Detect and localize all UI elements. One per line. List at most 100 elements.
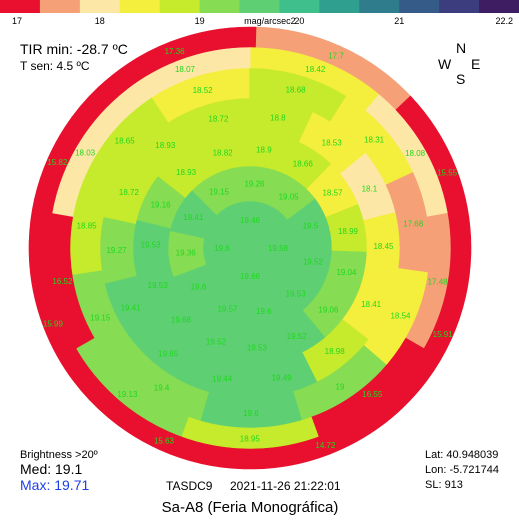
sky-cell-value: 19.6 [256, 307, 272, 316]
colorbar-tick-label: 18 [95, 16, 105, 26]
median-value: Med: 19.1 [20, 461, 83, 477]
sky-cell-value: 18.52 [193, 86, 214, 95]
colorbar-tick-label: 21 [394, 16, 404, 26]
sky-cell-value: 19.15 [209, 187, 230, 196]
colorbar-tick-label: 19 [195, 16, 205, 26]
sky-cell-value: 19.41 [121, 304, 142, 313]
sky-cell-value: 19.6 [214, 244, 230, 253]
sky-cell-value: 19.44 [212, 375, 233, 384]
colorbar-tick-label: 20 [294, 16, 304, 26]
sky-cell-value: 15.82 [47, 158, 68, 167]
sky-cell-value: 15.55 [437, 169, 458, 178]
sky-cell-value: 19.53 [286, 290, 307, 299]
sky-cell-value: 18.41 [361, 300, 382, 309]
compass-north: N [456, 40, 467, 56]
colorbar-swatch [359, 0, 400, 13]
sky-cell-value: 19.53 [247, 343, 268, 352]
sky-cell-value: 18.03 [75, 149, 96, 158]
sky-cell-value: 18.99 [338, 227, 359, 236]
sky-cell-value: 18.98 [325, 347, 346, 356]
sky-cell-value: 18.82 [213, 148, 234, 157]
sky-cell-value: 18.54 [390, 312, 411, 321]
compass-west: W [438, 56, 452, 72]
sky-cell-value: 19.66 [240, 272, 261, 281]
colorbar-swatch [439, 0, 480, 13]
colorbar-swatch [0, 0, 41, 13]
sky-cell-value: 18.1 [362, 184, 378, 193]
sky-cell-value: 18.65 [115, 137, 136, 146]
sky-cell-value: 19.13 [117, 390, 138, 399]
colorbar-swatch [199, 0, 241, 13]
sky-cell-value: 19.4 [154, 383, 170, 392]
sky-cell-value: 18.72 [119, 188, 140, 197]
sky-cell-value: 18.53 [322, 138, 343, 147]
sky-cell-value: 15.63 [154, 437, 175, 446]
brightness-threshold-label: Brightness >20º [20, 449, 98, 461]
sky-cell-value: 19.65 [158, 350, 179, 359]
sky-cell-value: 17.68 [403, 220, 424, 229]
colorbar-tick-label: 17 [12, 16, 22, 26]
sky-cell-value: 18.42 [305, 65, 326, 74]
sky-cell-value: 19.46 [240, 216, 261, 225]
sky-cell-value: 19.05 [279, 192, 300, 201]
sky-cell-value: 19.53 [141, 241, 162, 250]
sky-cell-value: 18.31 [364, 135, 385, 144]
sky-cell-value: 19.52 [303, 258, 324, 267]
sky-cell-value: 19.16 [151, 200, 172, 209]
colorbar: 17 18 19 20 21 22.2 mag/arcsec2 [0, 0, 519, 26]
sky-cell-value: 16.55 [362, 390, 383, 399]
sky-cell-value: 19.52 [287, 332, 308, 341]
sky-cell-value: 18.66 [293, 160, 314, 169]
sky-cell-value: 18.8 [270, 113, 286, 122]
colorbar-swatch [319, 0, 360, 13]
sky-cell-value: 18.85 [77, 221, 98, 230]
colorbar-swatch [239, 0, 280, 13]
timestamp: 2021-11-26 21:22:01 [230, 479, 341, 493]
sky-cell-value: 15.91 [433, 330, 454, 339]
colorbar-swatch [479, 0, 519, 13]
sky-cell-value: 19.27 [106, 246, 127, 255]
sky-cell-value: 19.52 [206, 338, 227, 347]
sky-cell-value: 19.04 [336, 268, 357, 277]
sky-cell-value: 19.5 [303, 221, 319, 230]
latitude: Lat: 40.948039 [425, 449, 499, 461]
sky-cell-value: 18.07 [175, 65, 196, 74]
sky-cell-value: 18.68 [286, 85, 307, 94]
colorbar-tick-label: 22.2 [495, 16, 513, 26]
sky-cell-value: 18.08 [405, 149, 426, 158]
sky-cell-value: 16.52 [52, 277, 73, 286]
sky-cell-value: 17.36 [165, 47, 186, 56]
sky-cell-value: 17.7 [328, 51, 344, 60]
sky-cell-value: 18.93 [176, 168, 197, 177]
sky-cell-value: 18.95 [240, 435, 261, 444]
sensor-temperature-label: T sen: 4.5 ºC [20, 59, 90, 73]
sensor-sl: SL: 913 [425, 479, 463, 491]
sky-cell-value: 19.49 [272, 374, 293, 383]
sky-cell-value: 19.15 [90, 313, 111, 322]
compass: N W E S [438, 40, 482, 88]
colorbar-swatch [79, 0, 121, 13]
device-id: TASDC9 [166, 479, 213, 493]
sky-cell-value: 18.93 [155, 141, 176, 150]
sky-cell-value: 19.57 [217, 305, 238, 314]
sky-cell-value: 19.58 [268, 244, 289, 253]
sky-cell-value: 19.6 [243, 409, 259, 418]
max-value: Max: 19.71 [20, 477, 90, 493]
sky-cell-value: 17.48 [428, 277, 449, 286]
sky-cell-value: 19.6 [191, 283, 207, 292]
location-title: Sa-A8 (Feria Monográfica) [161, 499, 339, 516]
sky-cell-value: 18.72 [208, 114, 229, 123]
colorbar-unit-label: mag/arcsec2 [244, 16, 296, 26]
compass-south: S [456, 71, 466, 87]
longitude: Lon: -5.721744 [425, 464, 500, 476]
colorbar-swatch [39, 0, 81, 13]
sky-cell-value: 19.26 [244, 180, 265, 189]
sky-cell-value: 15.99 [43, 319, 64, 328]
tir-min-label: TIR min: -28.7 ºC [20, 41, 128, 57]
colorbar-swatch [279, 0, 320, 13]
colorbar-swatch [159, 0, 201, 13]
sky-cell-value: 19.41 [183, 213, 204, 222]
sky-cell-value: 18.45 [373, 242, 394, 251]
sky-cell [97, 26, 257, 103]
